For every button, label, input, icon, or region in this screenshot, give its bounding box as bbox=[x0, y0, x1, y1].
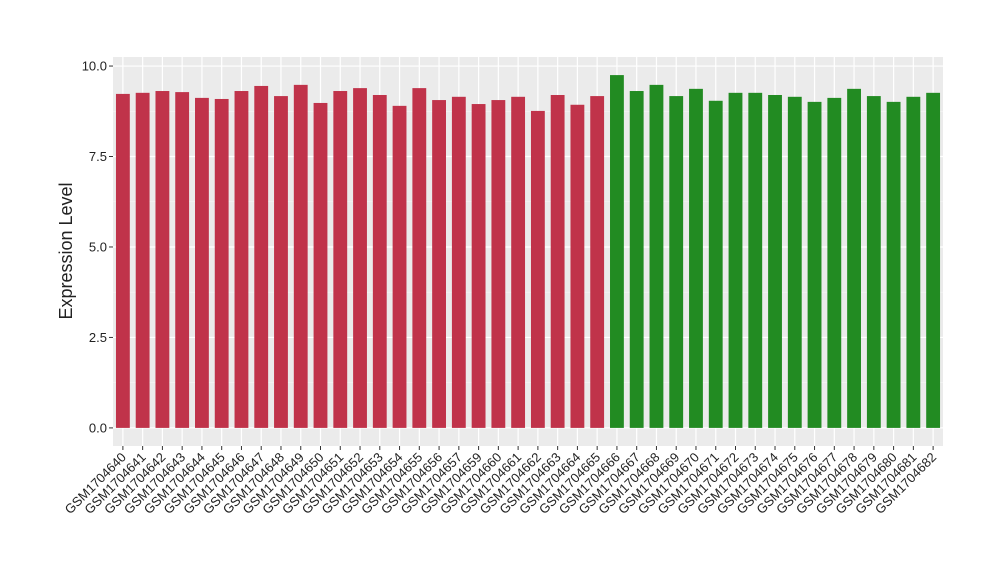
bar bbox=[195, 97, 209, 428]
bar bbox=[827, 97, 842, 428]
bar bbox=[787, 96, 802, 428]
y-tick-label: 2.5 bbox=[89, 330, 107, 345]
bar bbox=[274, 96, 288, 428]
bar bbox=[372, 94, 387, 428]
bar bbox=[293, 84, 308, 428]
bar bbox=[669, 96, 684, 428]
bar bbox=[570, 104, 585, 428]
bar bbox=[708, 100, 723, 428]
bar bbox=[550, 94, 565, 428]
bar bbox=[313, 102, 328, 428]
bar bbox=[847, 88, 861, 428]
bar bbox=[530, 110, 545, 428]
bar bbox=[333, 91, 348, 428]
plot-background bbox=[113, 57, 943, 446]
bar bbox=[432, 100, 446, 428]
bar bbox=[866, 96, 881, 428]
bar bbox=[155, 91, 170, 428]
bar bbox=[491, 100, 506, 428]
bar bbox=[689, 88, 703, 428]
y-tick-label: 5.0 bbox=[89, 239, 107, 254]
y-axis-title: Expression Level bbox=[56, 182, 76, 319]
bar bbox=[807, 101, 822, 428]
bar bbox=[451, 96, 466, 428]
y-tick-label: 0.0 bbox=[89, 420, 107, 435]
bar bbox=[926, 92, 941, 428]
bar bbox=[886, 101, 901, 428]
bar bbox=[768, 94, 782, 428]
bar bbox=[175, 92, 190, 428]
bar bbox=[234, 91, 249, 428]
bar bbox=[471, 104, 486, 428]
bar bbox=[906, 96, 921, 428]
bar bbox=[115, 93, 130, 428]
bar bbox=[610, 75, 624, 428]
bar bbox=[392, 105, 407, 428]
bar bbox=[728, 92, 743, 428]
bar bbox=[629, 91, 644, 428]
bar bbox=[254, 85, 269, 428]
bar bbox=[748, 92, 763, 428]
y-tick-label: 10.0 bbox=[82, 59, 107, 74]
bar bbox=[353, 88, 367, 428]
bar bbox=[649, 84, 664, 428]
bar bbox=[412, 88, 427, 428]
bar bbox=[590, 96, 605, 428]
bar bbox=[135, 92, 150, 428]
bar bbox=[511, 96, 526, 428]
bar bbox=[214, 98, 229, 428]
y-tick-label: 7.5 bbox=[89, 149, 107, 164]
